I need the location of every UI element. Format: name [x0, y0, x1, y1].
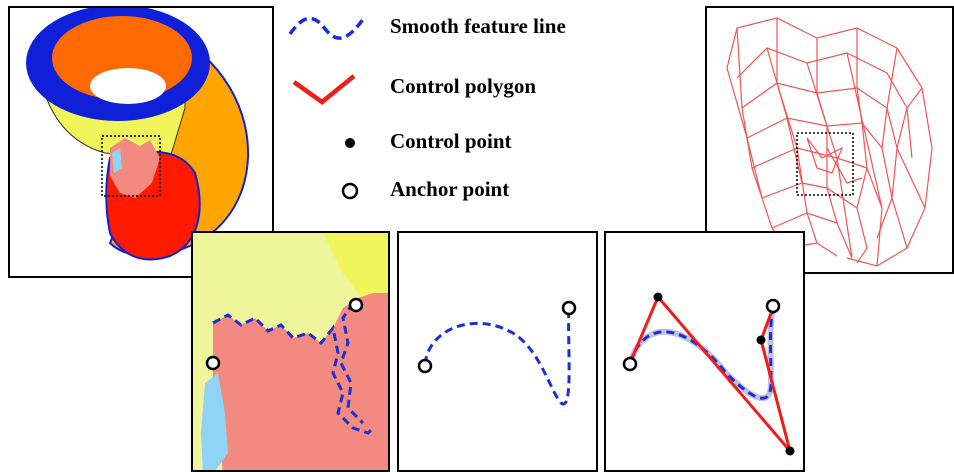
control-point — [785, 446, 795, 456]
dashed-curve-icon — [288, 16, 366, 40]
feature-line-boundary — [212, 313, 375, 435]
anchor-point — [765, 298, 781, 314]
legend-label: Control polygon — [390, 74, 537, 98]
smooth-feature-line — [628, 307, 775, 400]
smooth-feature-line-shadow — [627, 307, 776, 402]
polyline-icon — [292, 74, 356, 105]
anchor-point — [417, 358, 433, 374]
legend: Smooth feature line Control polygon Cont… — [282, 8, 702, 213]
anchor-point — [561, 300, 577, 316]
zoom-selection-box — [796, 132, 854, 196]
wireframe-illustration — [726, 17, 933, 267]
model-opening — [90, 68, 166, 104]
filled-dot-icon — [345, 138, 355, 148]
cyan-region — [112, 148, 122, 173]
wireframe-panel — [705, 6, 954, 274]
feature-line-boundary — [339, 302, 365, 425]
legend-label: Anchor point — [390, 177, 510, 201]
smooth-curve-panel — [397, 231, 598, 472]
anchor-point — [205, 355, 221, 371]
zoomed-boundary-panel — [191, 231, 390, 472]
control-point — [653, 292, 663, 302]
control-polygon-illustration — [622, 292, 795, 456]
hollow-circle-icon — [341, 182, 359, 200]
anchor-point — [348, 297, 364, 313]
segmented-model-panel — [8, 6, 274, 278]
legend-item-smooth-feature-line: Smooth feature line — [282, 8, 702, 48]
zoomed-boundary-illustration — [193, 233, 388, 470]
cyan-region — [201, 373, 228, 470]
control-polygon-line — [628, 294, 792, 452]
control-point — [756, 335, 766, 345]
yellow-region — [323, 233, 388, 308]
legend-label: Smooth feature line — [390, 14, 566, 38]
segmented-model-illustration — [26, 8, 250, 261]
legend-label: Control point — [390, 129, 512, 153]
smooth-curve-illustration — [417, 300, 577, 406]
salmon-region — [213, 293, 388, 470]
legend-item-control-point: Control point — [282, 123, 702, 163]
zoom-selection-box — [101, 135, 161, 197]
anchor-point — [622, 356, 638, 372]
legend-item-anchor-point: Anchor point — [282, 171, 702, 211]
salmon-region — [110, 138, 160, 198]
control-polygon-panel — [604, 231, 805, 472]
legend-item-control-polygon: Control polygon — [282, 68, 702, 108]
smooth-feature-line — [423, 307, 571, 406]
